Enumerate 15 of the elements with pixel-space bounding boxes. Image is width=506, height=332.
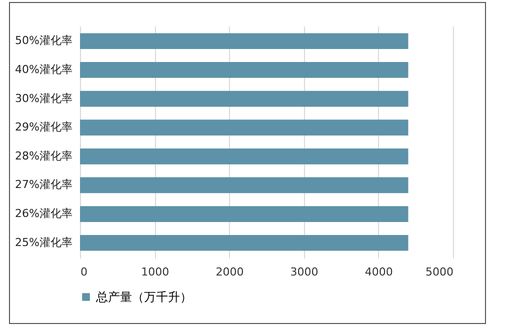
y-tick-label: 25%灌化率: [15, 236, 72, 249]
x-tick-label: 0: [80, 266, 88, 278]
y-tick-label: 30%灌化率: [15, 92, 72, 105]
y-tick-label: 28%灌化率: [15, 149, 72, 162]
y-tick-label: 40%灌化率: [15, 62, 72, 76]
x-tick-label: 2000: [216, 266, 244, 278]
y-tick-label: 50%灌化率: [15, 34, 72, 48]
x-tick-label: 1000: [141, 266, 170, 278]
x-tick-label: 3000: [290, 266, 318, 278]
y-tick-label: 27%灌化率: [15, 178, 72, 192]
x-tick-label: 4000: [364, 266, 393, 278]
x-tick-label: 5000: [426, 266, 454, 278]
y-tick-label: 26%灌化率: [15, 207, 72, 220]
y-tick-label: 29%灌化率: [15, 120, 72, 134]
legend-label: 总产量（万千升）: [95, 290, 192, 304]
